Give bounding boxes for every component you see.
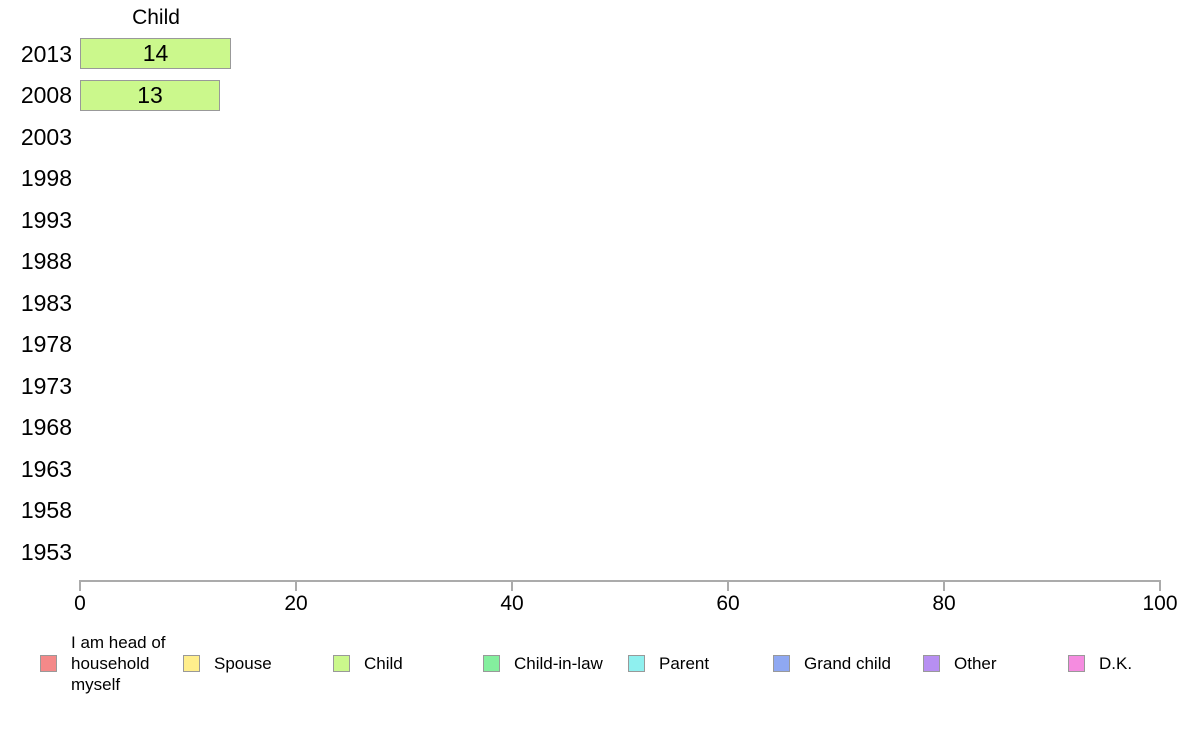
bar-value-label: 13 [137, 81, 163, 108]
x-axis-tick-label-60: 60 [716, 592, 740, 615]
x-axis-tick-40 [511, 580, 513, 591]
y-axis-label-2013: 2013 [20, 40, 72, 67]
x-axis-tick-20 [295, 580, 297, 591]
legend-label: Child [364, 653, 403, 673]
y-axis-label-1998: 1998 [20, 165, 72, 191]
legend-item-d-k[interactable]: D.K. [1068, 630, 1132, 696]
legend-item-parent[interactable]: Parent [628, 630, 709, 696]
y-axis-label-1988: 1988 [20, 248, 72, 274]
legend-item-child-in-law[interactable]: Child-in-law [483, 630, 603, 696]
legend-label: I am head of household myself [71, 632, 166, 694]
y-axis-label-1963: 1963 [20, 455, 72, 482]
legend-swatch-icon [333, 654, 350, 672]
y-axis-label-1958: 1958 [20, 497, 72, 523]
bar-value-label: 14 [142, 40, 169, 66]
x-axis-tick-label-40: 40 [500, 592, 524, 615]
legend-swatch-icon [773, 654, 790, 672]
y-axis-label-1973: 1973 [20, 372, 72, 399]
x-axis-tick-label-100: 100 [1142, 592, 1178, 615]
y-axis-label-1983: 1983 [20, 289, 72, 316]
y-axis-label-2003: 2003 [20, 123, 72, 150]
legend-label: Child-in-law [514, 653, 603, 673]
x-axis-tick-label-80: 80 [932, 592, 956, 615]
x-axis-line [79, 580, 1161, 582]
x-axis-tick-label-0: 0 [74, 592, 86, 615]
legend-item-child[interactable]: Child [333, 630, 403, 696]
legend-swatch-icon [1068, 654, 1085, 672]
bar-2013-child[interactable]: 14 [80, 38, 231, 69]
y-axis-label-1993: 1993 [20, 206, 72, 233]
legend-label: Spouse [214, 653, 272, 673]
legend-swatch-icon [40, 654, 57, 672]
x-axis-tick-label-20: 20 [284, 592, 308, 615]
x-axis-tick-0 [79, 580, 81, 591]
y-axis-label-1968: 1968 [20, 414, 72, 440]
legend-swatch-icon [183, 654, 200, 672]
legend-item-i-am-head-of-household-myself[interactable]: I am head of household myself [40, 630, 177, 696]
y-axis-label-2008: 2008 [20, 82, 72, 108]
legend-item-grand-child[interactable]: Grand child [773, 630, 891, 696]
legend-swatch-icon [923, 654, 940, 672]
y-axis-label-1953: 1953 [20, 538, 72, 565]
x-axis-tick-80 [943, 580, 945, 591]
legend-item-spouse[interactable]: Spouse [183, 630, 272, 696]
legend-label: D.K. [1099, 653, 1133, 673]
y-axis-label-1978: 1978 [20, 331, 72, 357]
bar-2008-child[interactable]: 13 [80, 79, 220, 111]
legend-item-other[interactable]: Other [923, 630, 997, 696]
legend-label: Parent [659, 653, 710, 673]
legend-swatch-icon [483, 654, 500, 672]
x-axis-tick-60 [727, 580, 729, 591]
legend-label: Other [954, 653, 997, 673]
chart-title: Child [132, 6, 180, 29]
legend-label: Grand child [804, 653, 891, 673]
legend-swatch-icon [628, 654, 645, 672]
x-axis-tick-100 [1159, 580, 1161, 591]
